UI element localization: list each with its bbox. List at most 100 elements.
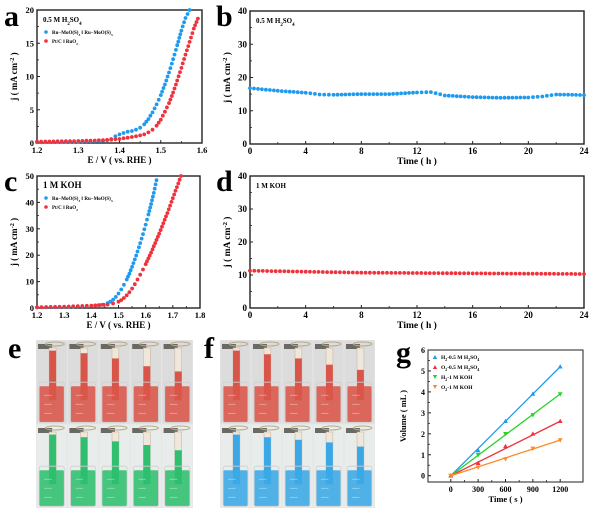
x-tick-label: 0 (248, 310, 253, 320)
data-point (475, 465, 481, 470)
data-point (383, 92, 388, 96)
x-tick-label: 20 (524, 146, 534, 156)
tube-cell (67, 424, 99, 508)
data-point (574, 93, 578, 97)
data-point (150, 127, 155, 132)
data-point (132, 257, 137, 262)
data-point (180, 24, 185, 29)
data-point (303, 269, 308, 274)
data-point (113, 295, 118, 299)
clamp (222, 344, 236, 349)
data-point (156, 234, 160, 239)
data-point (325, 270, 329, 274)
tube-cell (99, 424, 130, 508)
data-point (127, 290, 132, 295)
x-tick-label: 0 (248, 146, 253, 156)
data-point (105, 302, 110, 307)
y-tick-label: 5 (421, 367, 425, 376)
data-point (169, 94, 174, 98)
data-point (39, 305, 44, 309)
cylinder-liquid (174, 371, 182, 401)
data-point (322, 92, 327, 97)
data-point (160, 224, 164, 229)
data-point (179, 66, 184, 70)
data-point (375, 92, 380, 96)
series-0 (35, 8, 192, 145)
data-point (462, 94, 467, 99)
legend-label: Pt/C ‖ RuO2 (52, 40, 78, 46)
panel-letter-a: a (4, 0, 19, 33)
data-point (299, 269, 304, 274)
data-point (117, 137, 122, 141)
legend-marker (44, 39, 48, 43)
clamp (163, 344, 178, 349)
cylinder-liquid (143, 366, 151, 401)
data-point (190, 31, 195, 35)
cylinder-liquid (49, 350, 57, 401)
tube-cell (162, 340, 193, 424)
clamp (315, 344, 329, 349)
data-point (446, 93, 451, 98)
legend-label: Pt/C ‖ RuO2 (52, 206, 78, 212)
clamp-ring (290, 425, 311, 431)
data-point (150, 198, 154, 203)
data-point (389, 271, 394, 275)
data-point (131, 261, 136, 265)
y-tick-label: 40 (238, 171, 248, 181)
clamp (284, 428, 298, 433)
clamp (253, 344, 267, 349)
y-tick-label: 40 (26, 197, 35, 207)
data-point (177, 177, 182, 182)
x-tick-label: 16 (468, 310, 478, 320)
panel-letter-b: b (216, 0, 233, 33)
beaker (284, 465, 311, 507)
data-point (158, 117, 163, 122)
data-point (500, 271, 505, 276)
data-point (458, 94, 463, 99)
data-point (182, 57, 187, 61)
beaker (70, 465, 97, 507)
data-point (492, 271, 496, 276)
data-point (130, 129, 134, 133)
data-point (363, 270, 368, 275)
data-point (176, 39, 181, 44)
data-point (272, 88, 276, 93)
data-point (582, 272, 586, 276)
data-point (342, 270, 347, 275)
data-point (161, 221, 166, 226)
data-point (176, 181, 181, 186)
data-point (522, 271, 526, 276)
data-point (154, 238, 159, 242)
x-tick-label: 1200 (552, 485, 568, 494)
data-point (156, 97, 161, 102)
data-point (75, 304, 80, 309)
data-point (367, 92, 372, 96)
cylinder-liquid (357, 369, 364, 401)
electrolyte-annotation: 0.5 M H2SO4 (256, 17, 295, 28)
x-axis-label: E / V ( vs. RHE ) (88, 155, 152, 165)
beaker-liquid (39, 470, 65, 507)
data-point (142, 122, 147, 127)
data-point (122, 296, 126, 300)
y-axis-label: Volume ( mL ) (398, 390, 408, 442)
data-point (333, 270, 338, 275)
chart-c: 1.2 1.3 1.4 1.5 1.6 1.7 1.8 0 10 20 30 40 50 E / V ( … (9, 171, 206, 330)
x-tick-label: 1.6 (197, 145, 208, 155)
beaker (132, 465, 159, 507)
clamp (38, 428, 53, 433)
data-point (164, 214, 168, 219)
data-point (97, 303, 102, 307)
data-point (175, 185, 179, 190)
data-point (150, 247, 155, 252)
data-point (530, 391, 536, 396)
data-point (175, 43, 180, 48)
data-point (545, 93, 549, 98)
data-point (543, 271, 548, 276)
data-point (438, 92, 443, 97)
data-point (462, 271, 466, 276)
y-tick-label: 20 (238, 73, 248, 83)
cylinder-liquid (295, 358, 302, 401)
data-point (530, 271, 535, 276)
data-point (479, 271, 484, 276)
